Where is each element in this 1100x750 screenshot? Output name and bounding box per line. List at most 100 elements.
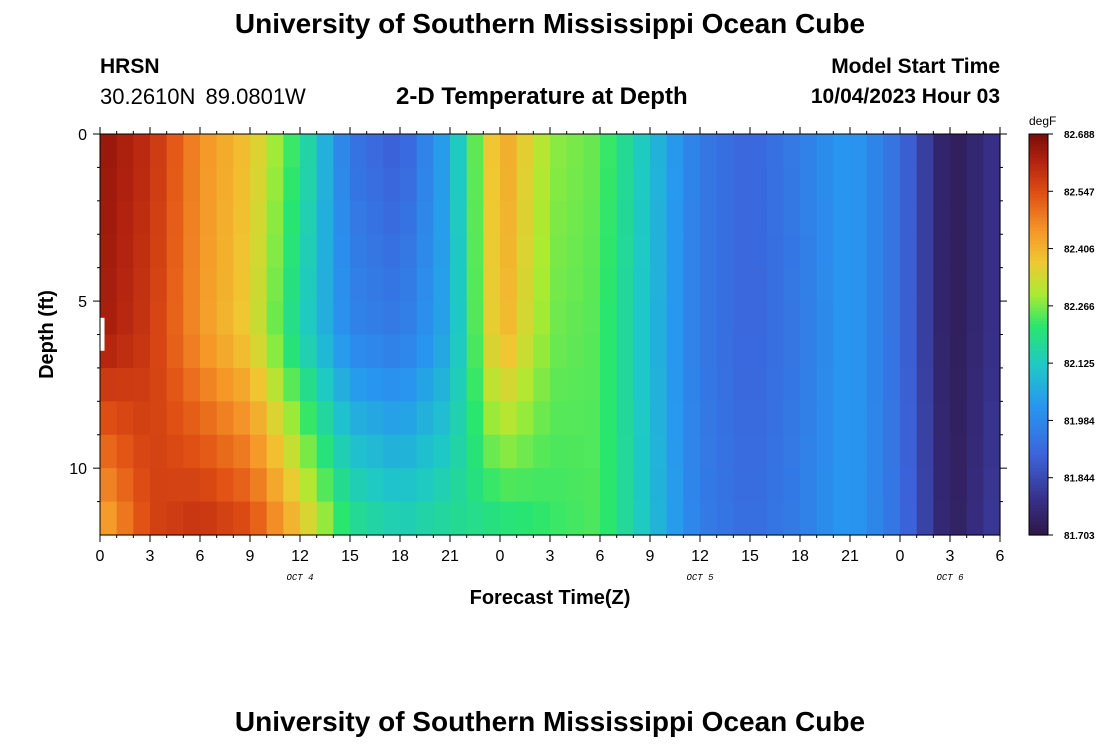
- colorbar-segment: [1029, 214, 1048, 219]
- heatmap-cell: [583, 301, 601, 336]
- heatmap-cell: [200, 334, 218, 369]
- heatmap-cell: [316, 401, 334, 436]
- heatmap-cell: [100, 401, 118, 436]
- colorbar-segment: [1029, 227, 1048, 232]
- heatmap-cell: [133, 167, 151, 202]
- heatmap-cell: [566, 167, 584, 202]
- heatmap-cell: [516, 367, 534, 402]
- heatmap-cell: [383, 301, 401, 336]
- heatmap-cell: [833, 234, 851, 269]
- heatmap-cell: [766, 167, 784, 202]
- heatmap-cell: [616, 200, 634, 235]
- heatmap-cell: [650, 267, 668, 302]
- heatmap-cell: [950, 334, 968, 369]
- heatmap-cell: [250, 200, 268, 235]
- heatmap-cell: [266, 367, 284, 402]
- x-tick-label: 21: [441, 548, 459, 565]
- colorbar-segment: [1029, 137, 1048, 142]
- heatmap-cell: [933, 234, 951, 269]
- heatmap-cell: [333, 200, 351, 235]
- heatmap-cell: [466, 234, 484, 269]
- heatmap-cell: [733, 200, 751, 235]
- x-tick-label: 0: [896, 548, 905, 565]
- heatmap-cell: [600, 234, 618, 269]
- heatmap-cell: [133, 401, 151, 436]
- heatmap-cell: [366, 234, 384, 269]
- heatmap-cell: [466, 468, 484, 503]
- heatmap-cell: [983, 134, 1001, 169]
- colorbar-segment: [1029, 257, 1048, 262]
- day-label: OCT 6: [936, 573, 964, 583]
- heatmap-cell: [783, 468, 801, 503]
- heatmap-cell: [733, 501, 751, 536]
- colorbar-segment: [1029, 397, 1048, 402]
- colorbar-segment: [1029, 464, 1048, 469]
- colorbar-segment: [1029, 428, 1048, 433]
- heatmap-cell: [266, 301, 284, 336]
- heatmap-cell: [150, 367, 168, 402]
- heatmap-cell: [116, 401, 134, 436]
- heatmap-cell: [466, 334, 484, 369]
- heatmap-cell: [133, 267, 151, 302]
- heatmap-cell: [600, 334, 618, 369]
- heatmap-cell: [966, 401, 984, 436]
- heatmap-cell: [183, 267, 201, 302]
- heatmap-cell: [316, 301, 334, 336]
- heatmap-cell: [450, 501, 468, 536]
- heatmap-cell: [450, 334, 468, 369]
- heatmap-cell: [500, 267, 518, 302]
- heatmap-cell: [316, 167, 334, 202]
- x-tick-label: 9: [646, 548, 655, 565]
- heatmap-cell: [566, 468, 584, 503]
- heatmap-cell: [533, 501, 551, 536]
- left-edge-marker: [100, 317, 105, 351]
- colorbar: 82.688 82.547 82.406 82.266 82.125 81.984 81.8…: [1028, 130, 1095, 542]
- heatmap-cell: [733, 367, 751, 402]
- heatmap-cell: [716, 267, 734, 302]
- footer-title: University of Southern Mississippi Ocean…: [234, 706, 866, 737]
- heatmap-cell: [933, 301, 951, 336]
- heatmap-cell: [883, 301, 901, 336]
- heatmap-cell: [416, 334, 434, 369]
- heatmap-cell: [383, 468, 401, 503]
- heatmap-cell: [833, 434, 851, 469]
- heatmap-cell: [900, 267, 918, 302]
- heatmap-cell: [133, 434, 151, 469]
- heatmap-cell: [283, 200, 301, 235]
- model-start-label: Model Start Time: [831, 55, 1000, 78]
- heatmap-cell: [616, 167, 634, 202]
- heatmap-cell: [400, 367, 418, 402]
- heatmap-cell: [816, 301, 834, 336]
- page-title: University of Southern Mississippi Ocean…: [234, 8, 866, 39]
- heatmap-cell: [500, 167, 518, 202]
- heatmap-cell: [966, 134, 984, 169]
- heatmap-cell: [600, 134, 618, 169]
- heatmap-cell: [850, 434, 868, 469]
- heatmap-cell: [733, 267, 751, 302]
- heatmap-cell: [183, 301, 201, 336]
- colorbar-label: 82.406: [1064, 245, 1095, 256]
- heatmap-cell: [416, 434, 434, 469]
- heatmap-cell: [966, 267, 984, 302]
- colorbar-segment: [1029, 408, 1048, 412]
- heatmap-cell: [916, 267, 934, 302]
- heatmap-cell: [966, 468, 984, 503]
- heatmap-cells: [100, 134, 1001, 536]
- heatmap-cell: [866, 200, 884, 235]
- heatmap-cell: [800, 134, 818, 169]
- heatmap-cell: [983, 167, 1001, 202]
- heatmap-cell: [350, 301, 368, 336]
- heatmap-cell: [133, 200, 151, 235]
- heatmap-cell: [166, 401, 184, 436]
- colorbar-segment: [1029, 267, 1048, 272]
- colorbar-segment: [1029, 240, 1048, 245]
- heatmap-cell: [733, 301, 751, 336]
- heatmap-cell: [966, 167, 984, 202]
- colorbar-segment: [1029, 377, 1048, 382]
- heatmap-cell: [116, 367, 134, 402]
- heatmap-cell: [933, 434, 951, 469]
- heatmap-cell: [983, 200, 1001, 235]
- heatmap-cell: [400, 234, 418, 269]
- heatmap-cell: [600, 468, 618, 503]
- heatmap-cell: [300, 501, 318, 536]
